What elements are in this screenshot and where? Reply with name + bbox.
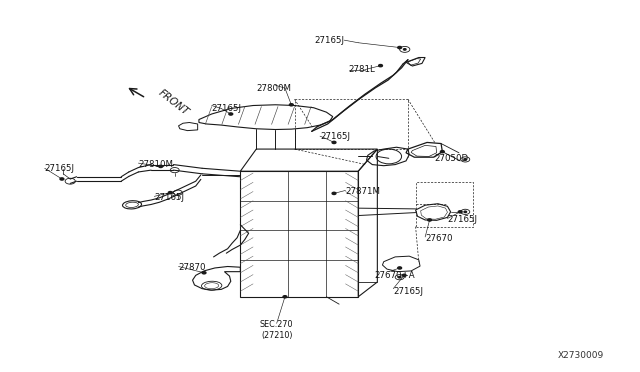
Text: 27165J: 27165J	[45, 164, 75, 173]
Text: X2730009: X2730009	[557, 351, 604, 360]
Circle shape	[402, 274, 406, 276]
Text: FRONT: FRONT	[156, 87, 190, 117]
Circle shape	[60, 178, 64, 180]
Text: SEC.270
(27210): SEC.270 (27210)	[260, 320, 293, 340]
Text: 27670: 27670	[425, 234, 452, 243]
Circle shape	[440, 151, 444, 153]
Circle shape	[397, 46, 401, 49]
Text: 27810M: 27810M	[138, 160, 173, 169]
Circle shape	[397, 267, 401, 269]
Circle shape	[464, 159, 467, 160]
Text: 27800M: 27800M	[256, 84, 291, 93]
Circle shape	[428, 219, 431, 221]
Circle shape	[379, 64, 383, 67]
Text: 27871M: 27871M	[346, 187, 381, 196]
Circle shape	[464, 211, 467, 212]
Text: 27165J: 27165J	[154, 193, 184, 202]
Circle shape	[332, 141, 336, 144]
Circle shape	[229, 113, 233, 115]
Circle shape	[289, 104, 293, 106]
Circle shape	[168, 192, 172, 194]
Circle shape	[458, 211, 462, 213]
Circle shape	[283, 296, 287, 298]
Text: 27670+A: 27670+A	[374, 271, 415, 280]
Text: 27050D: 27050D	[435, 154, 469, 163]
Text: 27165J: 27165J	[314, 36, 344, 45]
Circle shape	[332, 192, 336, 195]
Circle shape	[403, 49, 406, 50]
Circle shape	[159, 165, 163, 167]
Text: 27165J: 27165J	[447, 215, 477, 224]
Text: 27165J: 27165J	[320, 132, 350, 141]
Text: 2781L: 2781L	[349, 65, 376, 74]
Text: 27870: 27870	[179, 263, 206, 272]
Circle shape	[202, 272, 206, 274]
Text: 27165J: 27165J	[212, 104, 242, 113]
Circle shape	[398, 276, 401, 278]
Text: 27165J: 27165J	[394, 287, 423, 296]
